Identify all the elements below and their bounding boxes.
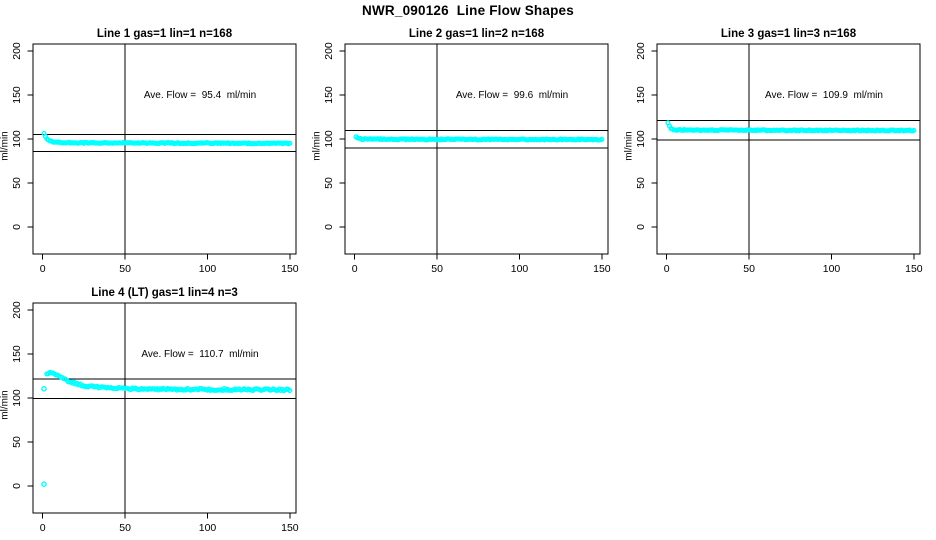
main-title: NWR_090126 Line Flow Shapes xyxy=(362,3,574,18)
y-tick-label: 150 xyxy=(11,86,23,104)
x-tick-label: 150 xyxy=(593,263,611,275)
x-tick-label: 50 xyxy=(119,522,131,534)
chart-svg: Line 3 gas=1 lin=3 n=168 0 50 100 150 0 50 100 1… xyxy=(624,28,923,275)
y-tick-label: 100 xyxy=(323,130,335,148)
x-tick-label: 0 xyxy=(40,263,46,275)
chart-svg: Line 1 gas=1 lin=1 n=168 0 50 100 150 0 50 100 1… xyxy=(0,28,299,275)
y-axis-label: ml/min xyxy=(0,131,11,160)
data-points xyxy=(353,134,605,143)
x-tick-label: 50 xyxy=(119,263,131,275)
plot-box xyxy=(32,302,297,514)
x-tick-label: 0 xyxy=(40,522,46,534)
subplot-title: Line 1 gas=1 lin=1 n=168 xyxy=(97,28,233,40)
chart-svg: Line 4 (LT) gas=1 lin=4 n=3 0 50 100 150 0 50 1… xyxy=(0,287,299,534)
y-tick-label: 0 xyxy=(11,483,23,489)
y-tick-label: 200 xyxy=(635,42,647,60)
subplot-line-1: Line 1 gas=1 lin=1 n=168 0 50 100 150 0 50 100 1… xyxy=(0,26,312,281)
plot-box xyxy=(32,43,297,255)
y-tick-label: 50 xyxy=(11,436,23,448)
data-point xyxy=(287,140,293,146)
y-tick-label: 100 xyxy=(11,130,23,148)
subplot-line-2: Line 2 gas=1 lin=2 n=168 0 50 100 150 0 50 100 1… xyxy=(312,26,624,281)
y-tick-label: 200 xyxy=(11,42,23,60)
x-tick-label: 100 xyxy=(199,263,217,275)
y-axis-label: ml/min xyxy=(0,390,11,419)
annotation-ave-flow: Ave. Flow = 110.7 ml/min xyxy=(141,349,258,360)
y-axis-label: ml/min xyxy=(312,131,323,160)
annotation-ave-flow: Ave. Flow = 109.9 ml/min xyxy=(765,90,883,101)
annotation-ave-flow: Ave. Flow = 95.4 ml/min xyxy=(144,90,256,101)
subplot-title: Line 4 (LT) gas=1 lin=4 n=3 xyxy=(91,287,237,299)
outlier-point xyxy=(41,386,47,392)
subplot-title: Line 3 gas=1 lin=3 n=168 xyxy=(721,28,857,40)
plot-box xyxy=(656,43,921,255)
data-point xyxy=(911,127,917,133)
x-tick-label: 150 xyxy=(281,263,299,275)
y-tick-label: 100 xyxy=(635,130,647,148)
x-tick-label: 50 xyxy=(743,263,755,275)
x-tick-label: 150 xyxy=(905,263,923,275)
annotation-ave-flow: Ave. Flow = 99.6 ml/min xyxy=(456,90,568,101)
plot-box xyxy=(344,43,609,255)
x-tick-label: 100 xyxy=(199,522,217,534)
data-point xyxy=(287,388,293,394)
chart-svg: Line 2 gas=1 lin=2 n=168 0 50 100 150 0 50 100 1… xyxy=(312,28,611,275)
subplot-line-3: Line 3 gas=1 lin=3 n=168 0 50 100 150 0 50 100 1… xyxy=(624,26,936,281)
x-tick-label: 100 xyxy=(511,263,529,275)
x-tick-label: 0 xyxy=(664,263,670,275)
data-points xyxy=(665,120,917,134)
y-tick-label: 200 xyxy=(323,42,335,60)
data-points xyxy=(41,130,293,147)
x-tick-label: 50 xyxy=(431,263,443,275)
data-point xyxy=(599,136,605,142)
y-tick-label: 0 xyxy=(323,224,335,230)
x-tick-label: 150 xyxy=(281,522,299,534)
subplot-title: Line 2 gas=1 lin=2 n=168 xyxy=(409,28,545,40)
x-tick-label: 0 xyxy=(352,263,358,275)
data-points xyxy=(41,370,293,487)
x-tick-label: 100 xyxy=(823,263,841,275)
y-tick-label: 0 xyxy=(635,224,647,230)
y-tick-label: 50 xyxy=(635,177,647,189)
y-tick-label: 150 xyxy=(323,86,335,104)
y-tick-label: 150 xyxy=(11,345,23,363)
y-tick-label: 150 xyxy=(635,86,647,104)
y-tick-label: 50 xyxy=(11,177,23,189)
y-tick-label: 100 xyxy=(11,389,23,407)
y-tick-label: 200 xyxy=(11,301,23,319)
y-tick-label: 0 xyxy=(11,224,23,230)
outlier-point xyxy=(41,481,47,487)
subplot-line-4: Line 4 (LT) gas=1 lin=4 n=3 0 50 100 150 0 50 1… xyxy=(0,285,312,540)
y-axis-label: ml/min xyxy=(624,131,635,160)
y-tick-label: 50 xyxy=(323,177,335,189)
